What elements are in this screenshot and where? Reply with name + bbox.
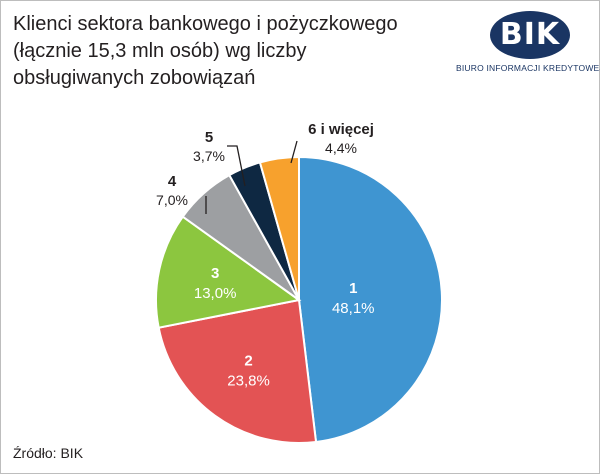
slice-value-1: 48,1% [332, 300, 375, 317]
title-line-2: (łącznie 15,3 mln osób) wg liczby [13, 40, 307, 62]
pie-slice-1 [298, 155, 443, 444]
slice-value-4: 7,0% [156, 192, 188, 208]
slice-value-6: 4,4% [325, 140, 357, 156]
slice-label-1: 1 [349, 280, 357, 297]
slice-label-6: 6 i więcej [308, 121, 374, 138]
source-note: Źródło: BIK [13, 445, 84, 461]
slice-label-2: 2 [244, 352, 252, 369]
slice-value-5: 3,7% [193, 148, 225, 164]
pie-slice-2 [157, 298, 318, 444]
slice-value-3: 13,0% [194, 285, 237, 302]
pie-slice-3 [155, 215, 302, 329]
leader-line-5 [227, 145, 246, 187]
bik-logo-mark: BIK [490, 11, 570, 59]
slice-label-5: 5 [205, 129, 213, 146]
slice-label-4: 4 [168, 173, 177, 190]
bik-logo-subtitle: BIURO INFORMACJI KREDYTOWEJ [456, 63, 600, 73]
slice-value-2: 23,8% [227, 372, 270, 389]
title-line-3: obsługiwanych zobowiązań [13, 67, 256, 89]
slice-label-3: 3 [211, 265, 219, 282]
chart-title: Klienci sektora bankowego i pożyczkowego… [13, 11, 453, 92]
pie-slice-6 [258, 155, 300, 301]
title-line-1: Klienci sektora bankowego i pożyczkowego [13, 13, 398, 35]
leader-line-6 [290, 140, 298, 164]
